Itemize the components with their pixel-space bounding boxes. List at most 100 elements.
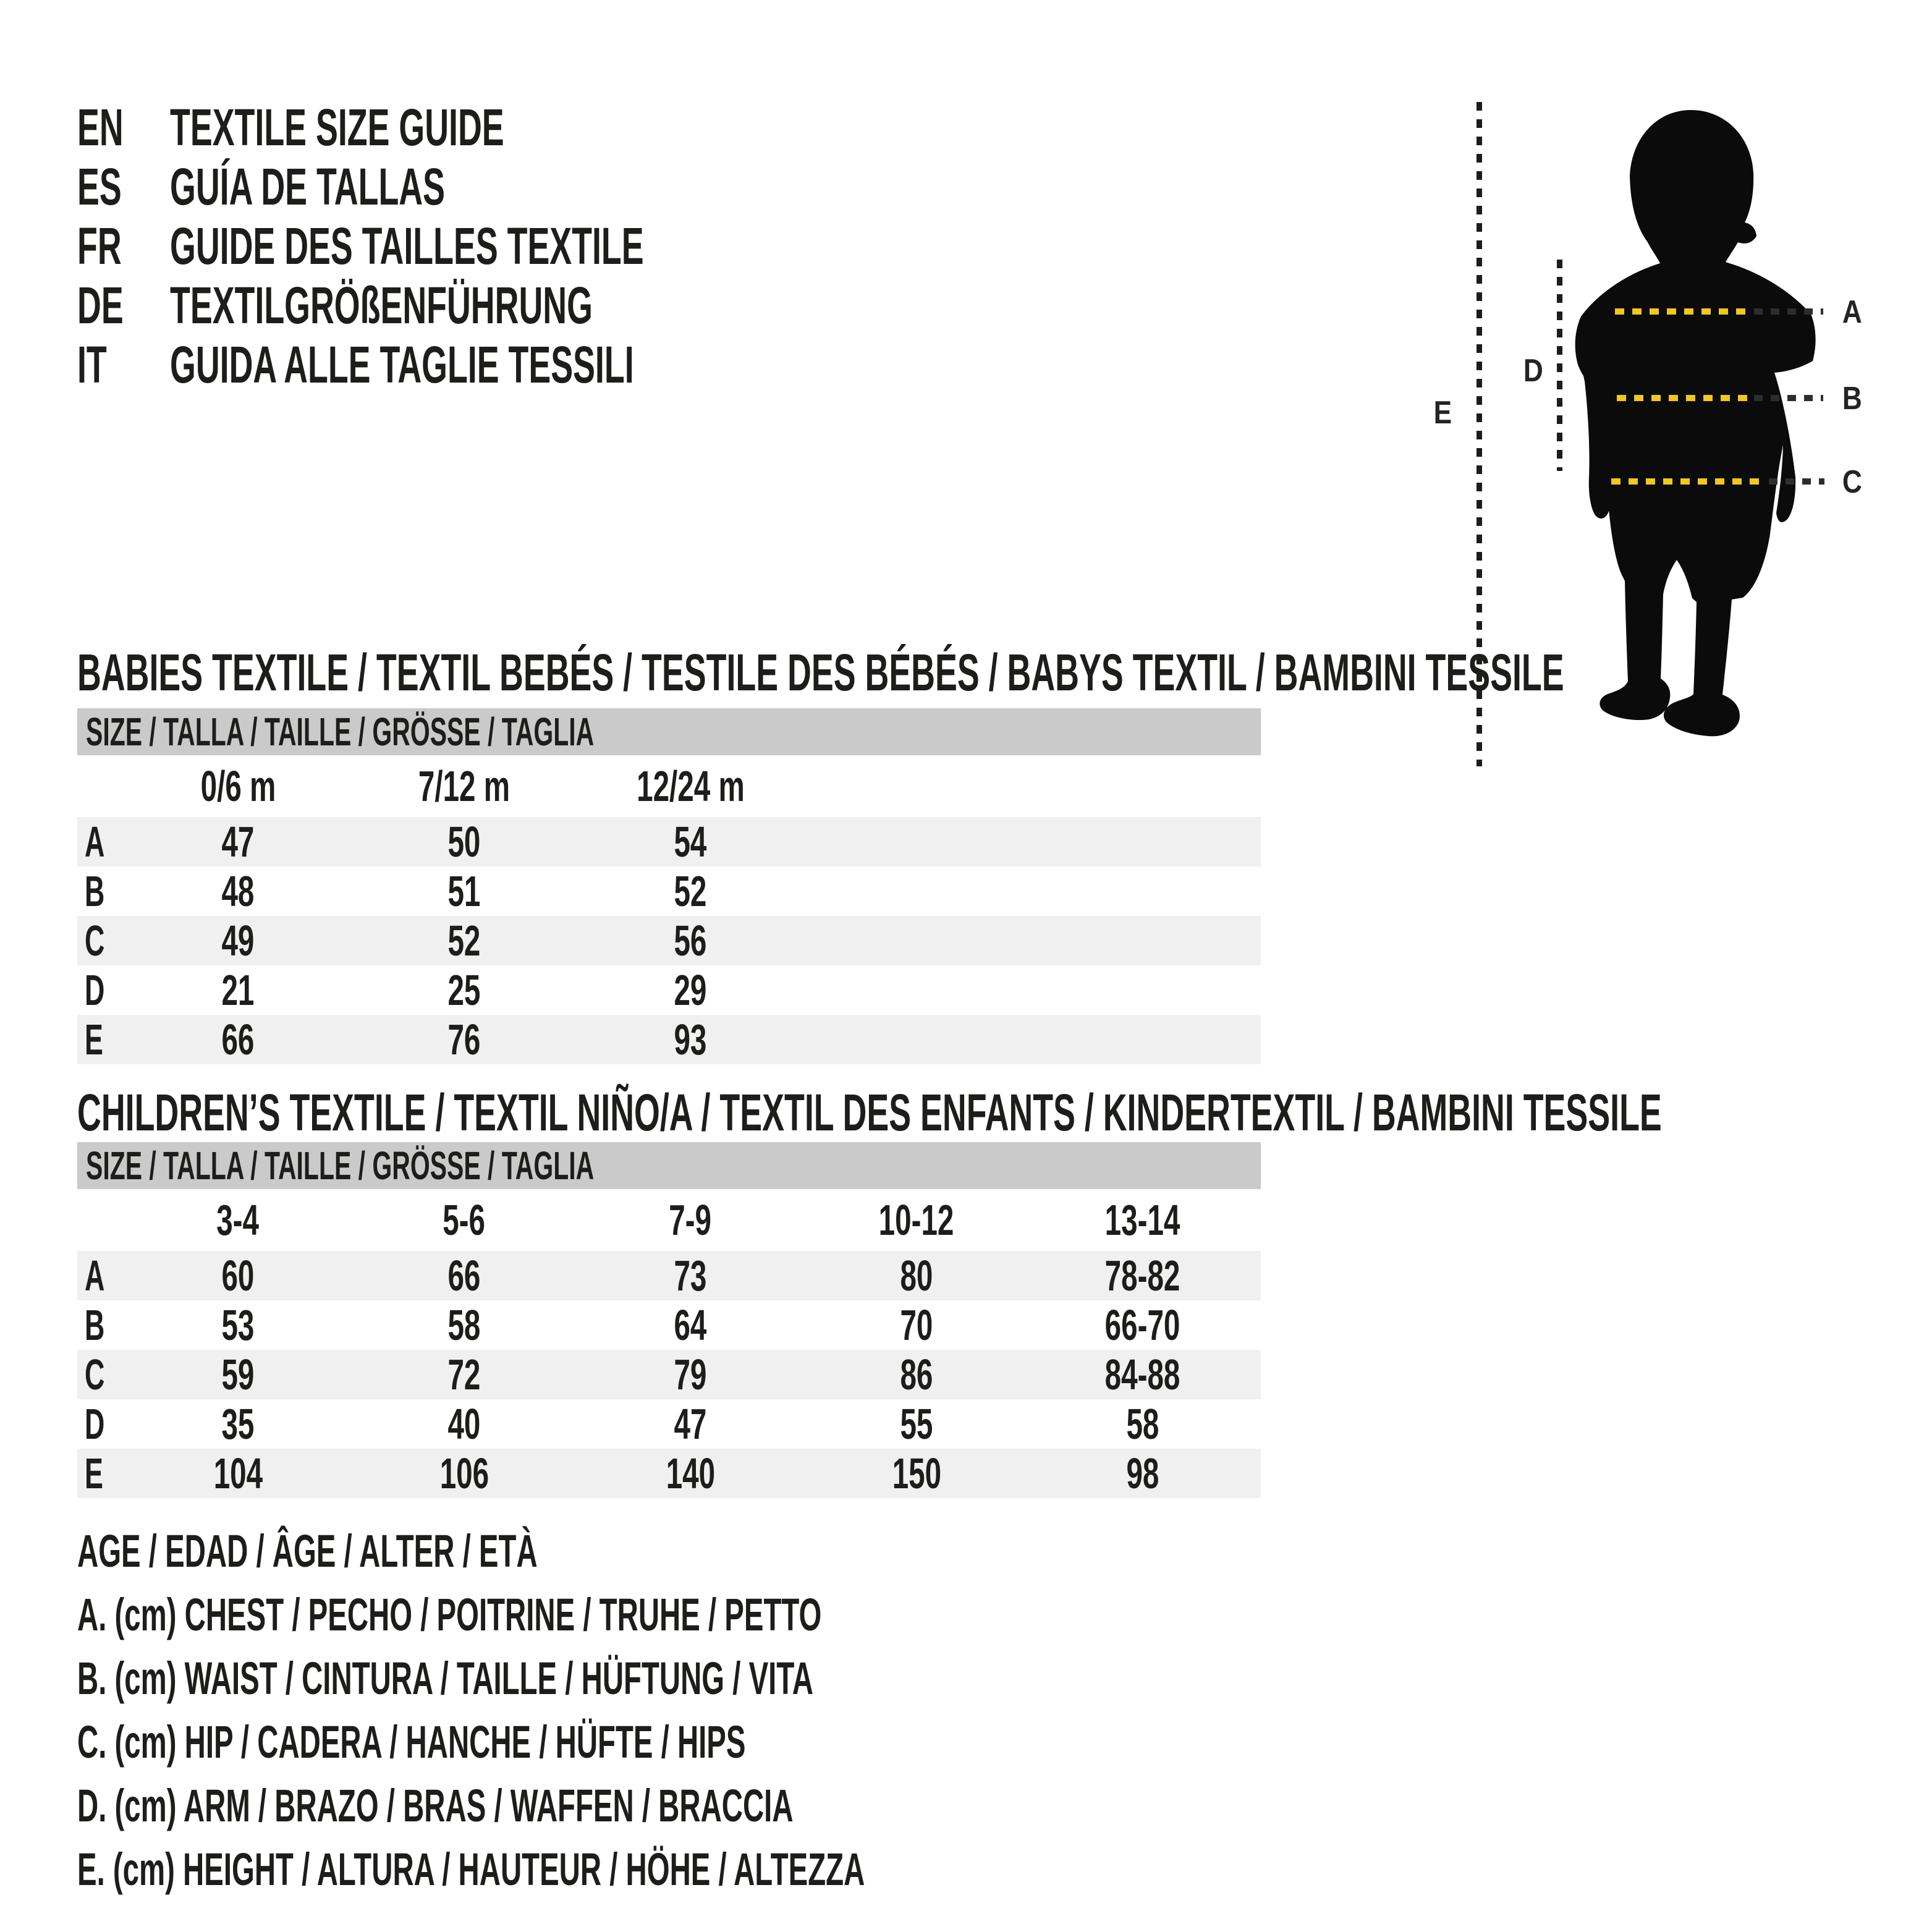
- table-row: A 60 66 73 80 78-82: [77, 1251, 1261, 1300]
- cell: 54: [674, 818, 707, 866]
- label-chest: A: [1842, 294, 1862, 330]
- babies-size-header: SIZE / TALLA / TAILLE / GRÖSSE / TAGLIA: [77, 708, 1261, 755]
- language-title: TEXTILE SIZE GUIDE: [170, 98, 504, 156]
- language-row: ES GUÍA DE TALLAS: [77, 157, 910, 216]
- cell: 104: [213, 1449, 263, 1498]
- legend-height: E. (cm) HEIGHT / ALTURA / HAUTEUR / HÖHE…: [77, 1844, 865, 1895]
- language-code: EN: [77, 98, 124, 156]
- label-arm: D: [1523, 353, 1544, 389]
- language-row: DE TEXTILGRÖßENFÜHRUNG: [77, 276, 910, 335]
- cell: 78-82: [1105, 1252, 1180, 1300]
- cell: 72: [447, 1350, 481, 1399]
- language-row: IT GUIDA ALLE TAGLIE TESSILI: [77, 335, 910, 394]
- cell: 48: [221, 867, 255, 915]
- cell: 140: [666, 1449, 715, 1498]
- row-label: E: [85, 1015, 103, 1064]
- hip-line-dark: [1769, 478, 1824, 485]
- table-row: C 49 52 56: [77, 916, 1261, 965]
- cell: 58: [447, 1301, 481, 1349]
- cell: 79: [674, 1350, 707, 1399]
- language-title: TEXTILGRÖßENFÜHRUNG: [170, 276, 593, 334]
- column-header: 7-9: [669, 1196, 712, 1244]
- legend-hip: C. (cm) HIP / CADERA / HANCHE / HÜFTE / …: [77, 1716, 746, 1768]
- row-label: C: [85, 917, 105, 965]
- cell: 55: [900, 1400, 933, 1448]
- cell: 50: [447, 818, 481, 866]
- babies-table: SIZE / TALLA / TAILLE / GRÖSSE / TAGLIA …: [77, 708, 1261, 1064]
- children-column-headers: 3-4 5-6 7-9 10-12 13-14: [77, 1189, 1261, 1251]
- child-silhouette: [1575, 110, 1816, 737]
- hip-line-yellow: [1611, 478, 1766, 485]
- label-hip: C: [1842, 464, 1862, 500]
- legend-arm: D. (cm) ARM / BRAZO / BRAS / WAFFEN / BR…: [77, 1780, 794, 1831]
- cell: 49: [221, 917, 255, 965]
- cell: 66: [447, 1252, 481, 1300]
- column-header: 5-6: [443, 1196, 486, 1244]
- row-label: A: [85, 1252, 105, 1300]
- cell: 64: [674, 1301, 707, 1349]
- cell: 98: [1126, 1449, 1159, 1498]
- column-header: 12/24 m: [636, 762, 745, 810]
- row-label: B: [85, 867, 105, 915]
- language-code: FR: [77, 217, 122, 275]
- children-section-title: CHILDREN’S TEXTILE / TEXTIL NIÑO/A / TEX…: [77, 1083, 1662, 1142]
- cell: 52: [447, 917, 481, 965]
- cell: 52: [674, 867, 707, 915]
- column-header: 0/6 m: [200, 762, 276, 810]
- cell: 86: [900, 1350, 933, 1399]
- waist-line-dark: [1754, 395, 1823, 401]
- cell: 70: [900, 1301, 933, 1349]
- cell: 93: [674, 1015, 707, 1064]
- column-header: 10-12: [879, 1196, 954, 1244]
- measurement-legend: AGE / EDAD / ÂGE / ALTER / ETÀ A. (cm) C…: [77, 1519, 1308, 1901]
- table-row: C 59 72 79 86 84-88: [77, 1350, 1261, 1399]
- language-code: IT: [77, 336, 107, 394]
- row-label: C: [85, 1350, 105, 1399]
- cell: 47: [674, 1400, 707, 1448]
- table-row: A 47 50 54: [77, 817, 1261, 866]
- language-code: ES: [77, 158, 122, 216]
- cell: 73: [674, 1252, 707, 1300]
- waist-line-yellow: [1617, 395, 1748, 401]
- cell: 58: [1126, 1400, 1159, 1448]
- language-code: DE: [77, 276, 124, 334]
- cell: 106: [439, 1449, 489, 1498]
- cell: 47: [221, 818, 255, 866]
- column-header: 7/12 m: [418, 762, 511, 810]
- label-waist: B: [1842, 381, 1862, 417]
- label-height: E: [1433, 395, 1452, 431]
- language-header: EN TEXTILE SIZE GUIDE ES GUÍA DE TALLAS …: [77, 98, 910, 394]
- children-size-header: SIZE / TALLA / TAILLE / GRÖSSE / TAGLIA: [77, 1142, 1261, 1189]
- table-row: E 104 106 140 150 98: [77, 1449, 1261, 1498]
- row-label: A: [85, 818, 105, 866]
- cell: 80: [900, 1252, 933, 1300]
- language-row: EN TEXTILE SIZE GUIDE: [77, 98, 910, 157]
- cell: 56: [674, 917, 707, 965]
- arm-measure-line: [1557, 260, 1562, 471]
- legend-age: AGE / EDAD / ÂGE / ALTER / ETÀ: [77, 1525, 538, 1577]
- cell: 60: [221, 1252, 255, 1300]
- cell: 40: [447, 1400, 481, 1448]
- cell: 51: [447, 867, 481, 915]
- cell: 53: [221, 1301, 255, 1349]
- cell: 25: [447, 966, 481, 1014]
- cell: 66-70: [1105, 1301, 1180, 1349]
- children-table: SIZE / TALLA / TAILLE / GRÖSSE / TAGLIA …: [77, 1142, 1261, 1498]
- cell: 84-88: [1105, 1350, 1180, 1399]
- table-row: D 35 40 47 55 58: [77, 1399, 1261, 1449]
- chest-line-dark: [1754, 308, 1823, 315]
- row-label: D: [85, 1400, 105, 1448]
- cell: 150: [892, 1449, 941, 1498]
- row-label: E: [85, 1449, 103, 1498]
- babies-column-headers: 0/6 m 7/12 m 12/24 m: [77, 755, 1261, 817]
- cell: 21: [221, 966, 255, 1014]
- cell: 66: [221, 1015, 255, 1064]
- table-row: B 53 58 64 70 66-70: [77, 1300, 1261, 1350]
- table-row: B 48 51 52: [77, 866, 1261, 916]
- babies-section-title: BABIES TEXTILE / TEXTIL BEBÉS / TESTILE …: [77, 643, 1564, 701]
- row-label: B: [85, 1301, 105, 1349]
- column-header: 13-14: [1105, 1196, 1180, 1244]
- row-label: D: [85, 966, 105, 1014]
- language-title: GUIDA ALLE TAGLIE TESSILI: [170, 336, 634, 394]
- column-header: 3-4: [216, 1196, 260, 1244]
